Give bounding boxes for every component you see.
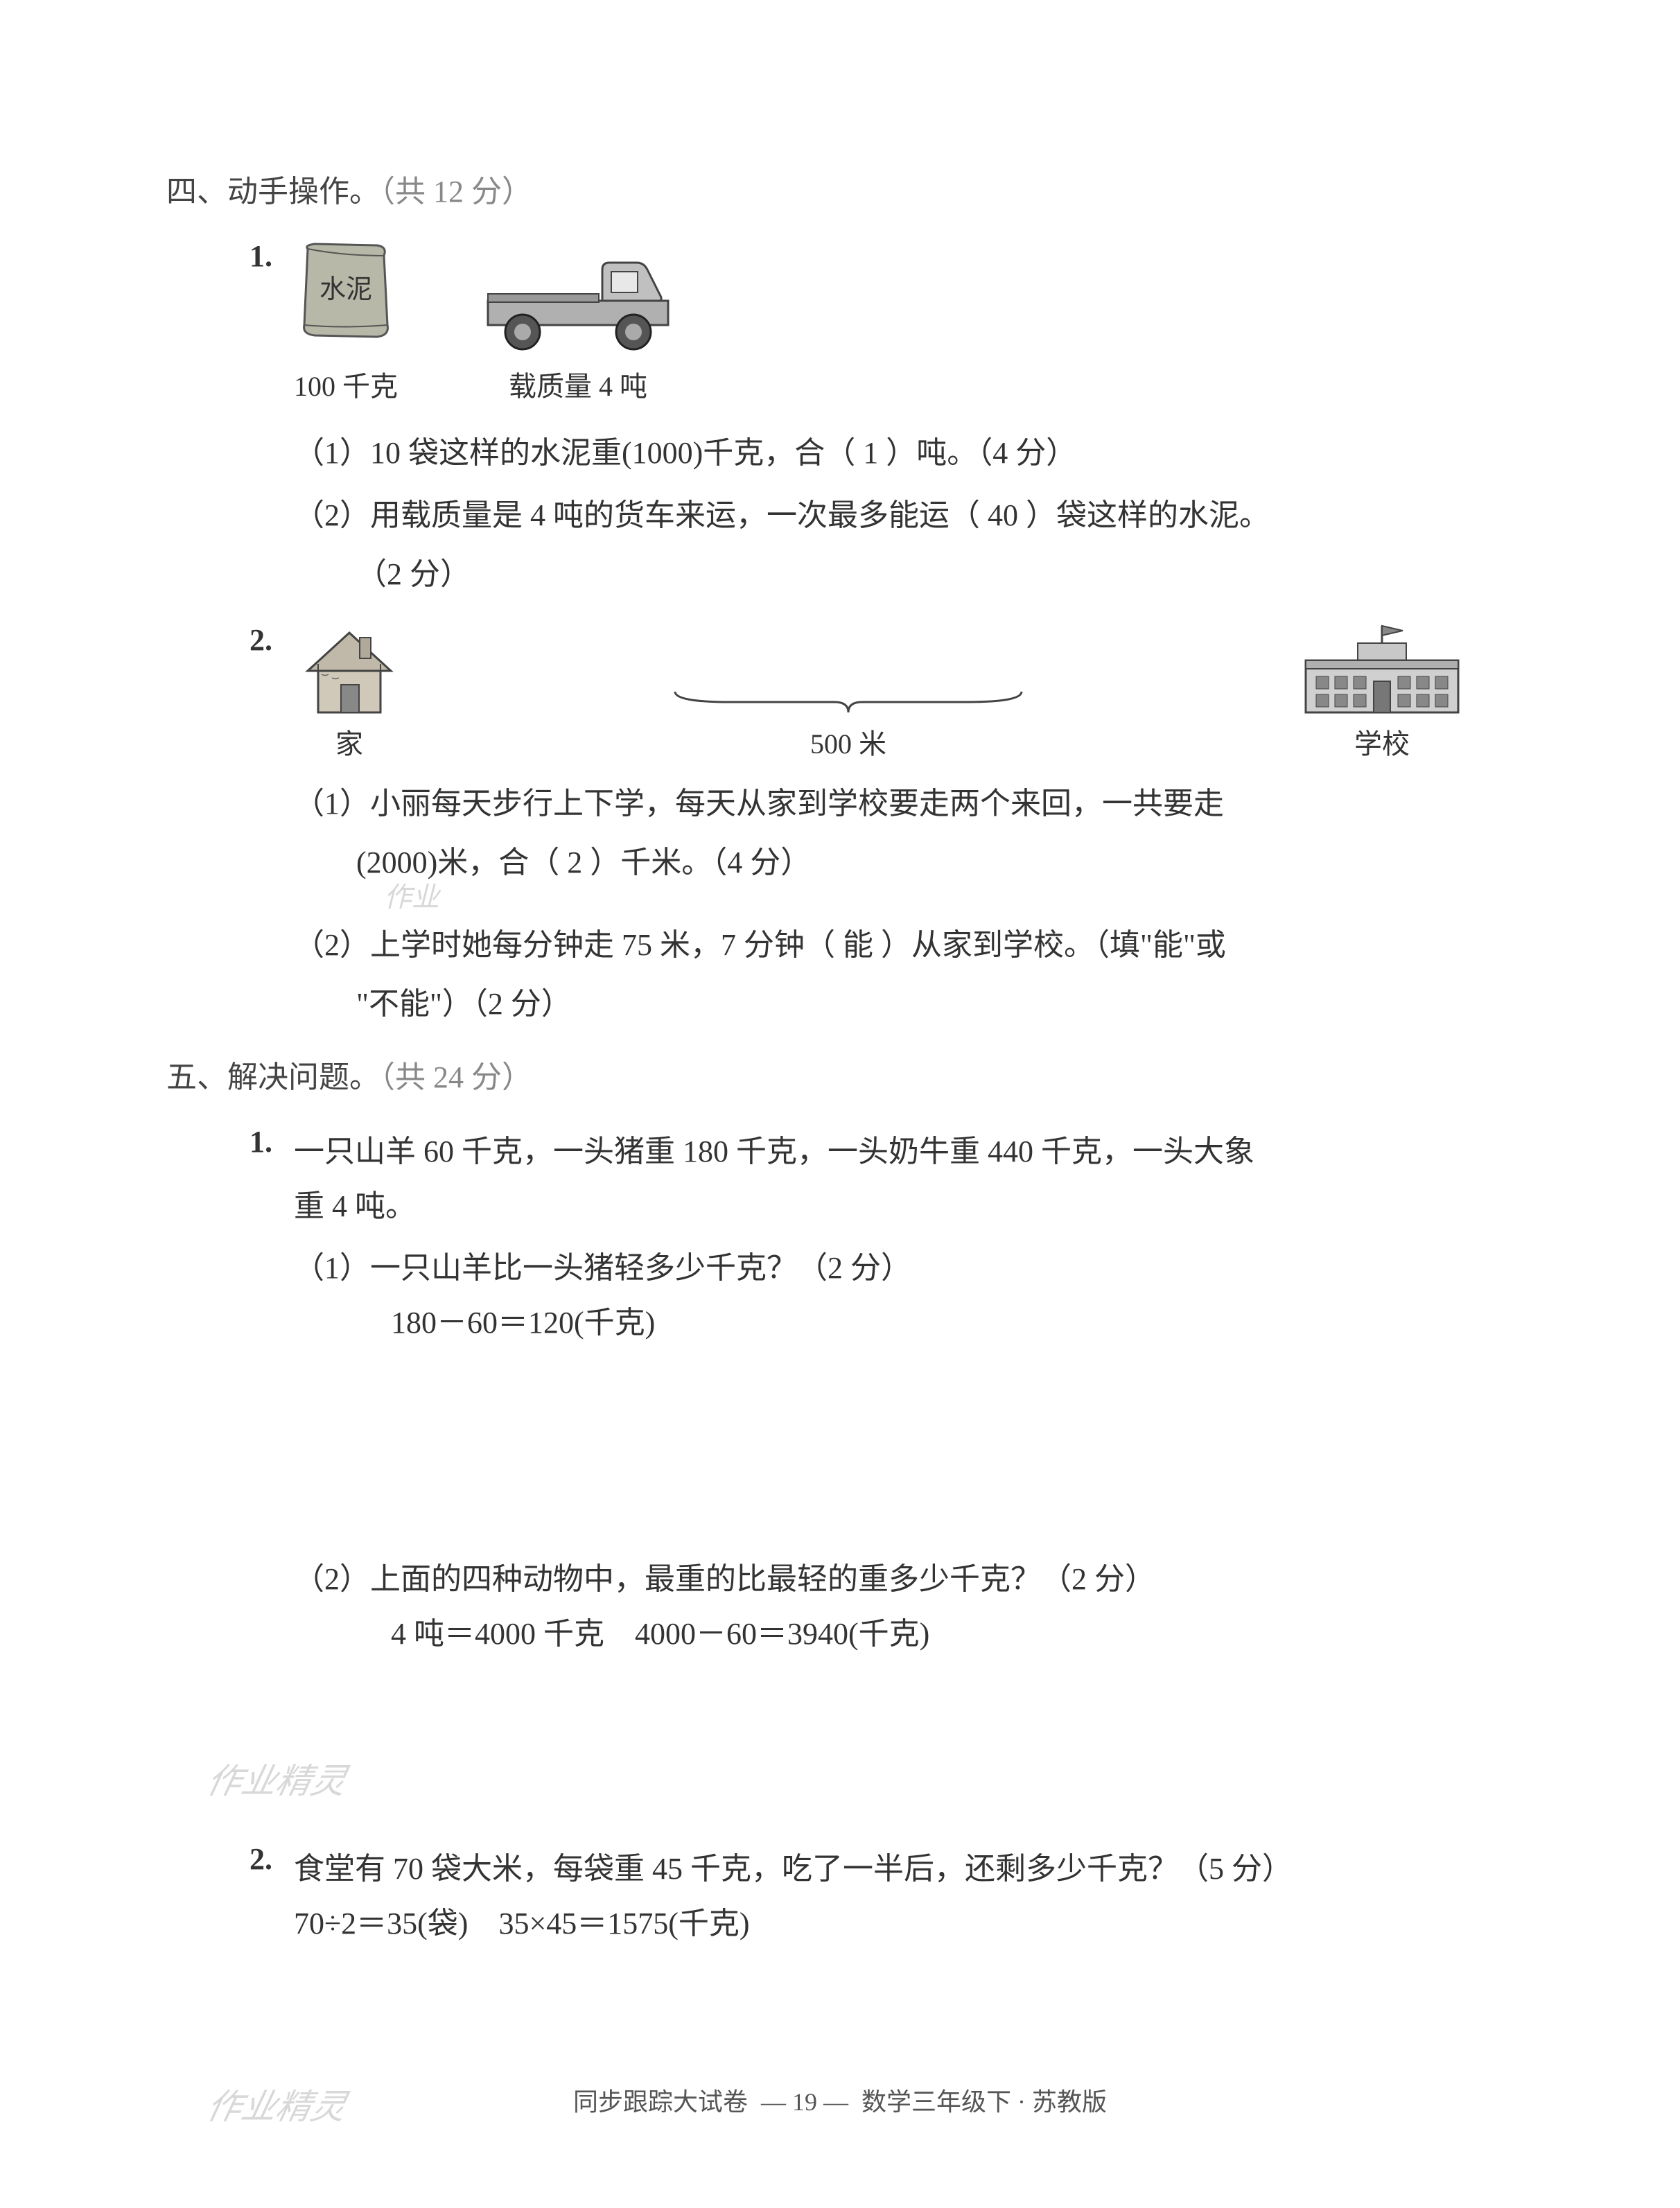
problem-5-1: 1. 一只山羊 60 千克，一头猪重 180 千克，一头奶牛重 440 千克，一…: [250, 1124, 1500, 1661]
problem-number: 2.: [250, 1841, 291, 1877]
section-4-title: 四、动手操作。: [166, 175, 380, 209]
truck-item: 载质量 4 吨: [481, 252, 675, 412]
q5-2-sol: 70÷2＝35(袋) 35×45＝1575(千克): [294, 1896, 1472, 1951]
distance-diagram: [294, 622, 1472, 719]
problem-number: 1.: [250, 238, 291, 274]
image-row-q1: 水泥 100 千克 载质量 4 吨: [294, 238, 1472, 412]
problem-4-2: 2.: [250, 622, 1500, 1031]
truck-icon: [481, 252, 675, 356]
q2-sub1: （1）小丽每天步行上下学，每天从家到学校要走两个来回，一共要走: [294, 776, 1472, 831]
brace-icon: [668, 685, 1029, 719]
section-4-heading: 四、动手操作。（共 12 分）: [166, 166, 1500, 211]
q1-sub2: （2）用载质量是 4 吨的货车来运，一次最多能运（ 40 ）袋这样的水泥。: [294, 488, 1472, 543]
section-4-points: （共 12 分）: [380, 175, 532, 209]
section-5-title: 五、解决问题。: [166, 1060, 380, 1094]
q5-2-stem: 食堂有 70 袋大米，每袋重 45 千克，吃了一半后，还剩多少千克？（5 分）: [294, 1841, 1472, 1896]
house-icon: [294, 622, 405, 719]
section-5-points: （共 24 分）: [380, 1060, 532, 1094]
bag-label: 水泥: [294, 266, 398, 313]
q5-1-sol2: 4 吨＝4000 千克 4000－60＝3940(千克): [294, 1606, 1472, 1661]
footer-page: — 19 —: [761, 2088, 848, 2116]
footer-left: 同步跟踪大试卷: [573, 2088, 748, 2116]
bag-caption: 100 千克: [294, 362, 398, 412]
page-footer: 同步跟踪大试卷 — 19 — 数学三年级下 · 苏教版: [0, 2082, 1680, 2118]
q5-1-sol1: 180－60＝120(千克): [294, 1295, 1472, 1350]
school-icon: [1292, 622, 1472, 719]
q5-1-sub1: （1）一只山羊比一头猪轻多少千克？（2 分）: [294, 1241, 1472, 1295]
q1-sub1: （1）10 袋这样的水泥重(1000)千克，合（ 1 ）吨。（4 分）: [294, 426, 1472, 480]
problem-number: 2.: [250, 622, 291, 658]
q2-sub2-line2: "不能"）（2 分）: [294, 976, 1472, 1031]
q1-sub2-tail: （2 分）: [294, 547, 1472, 602]
section-5-heading: 五、解决问题。（共 24 分）: [166, 1052, 1500, 1096]
watermark-inline: 作业: [384, 882, 439, 913]
problem-number: 1.: [250, 1124, 291, 1159]
school-label: 学校: [1292, 719, 1472, 769]
footer-right: 数学三年级下 · 苏教版: [861, 2088, 1107, 2116]
truck-caption: 载质量 4 吨: [481, 362, 675, 412]
cement-bag-item: 水泥 100 千克: [294, 238, 398, 412]
q2-sub2: （2）上学时她每分钟走 75 米，7 分钟（ 能 ）从家到学校。（填"能"或: [294, 918, 1472, 972]
distance-label: 500 米: [405, 719, 1292, 769]
q5-1-stem2: 重 4 吨。: [294, 1179, 1472, 1234]
home-label: 家: [294, 719, 405, 769]
problem-5-2: 2. 食堂有 70 袋大米，每袋重 45 千克，吃了一半后，还剩多少千克？（5 …: [250, 1841, 1500, 1951]
q5-1-stem1: 一只山羊 60 千克，一头猪重 180 千克，一头奶牛重 440 千克，一头大象: [294, 1124, 1472, 1179]
problem-4-1: 1. 水泥 100 千克: [250, 238, 1500, 602]
q5-1-sub2: （2）上面的四种动物中，最重的比最轻的重多少千克？（2 分）: [294, 1552, 1472, 1606]
